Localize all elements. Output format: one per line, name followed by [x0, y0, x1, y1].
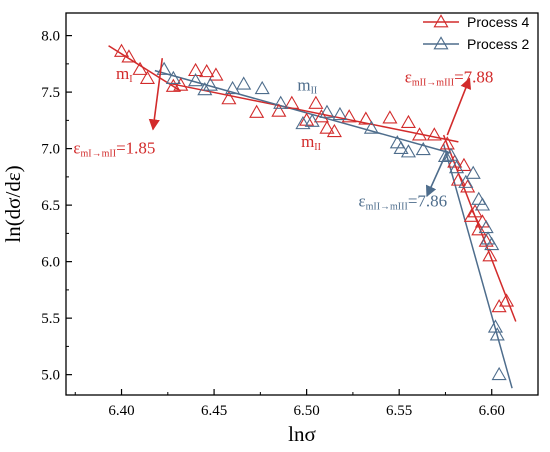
- data-point-process-4: [249, 104, 265, 118]
- data-point-process-4: [199, 63, 215, 78]
- y-tick-label: 6.0: [41, 255, 60, 271]
- x-tick-label: 6.60: [479, 403, 505, 419]
- y-tick-label: 5.0: [41, 368, 60, 384]
- data-point-process-4: [460, 179, 476, 193]
- data-point-process-2: [458, 174, 474, 188]
- data-point-process-2: [295, 115, 311, 130]
- fit-line-process-4-m-ii: [167, 82, 459, 143]
- x-tick-label: 6.50: [294, 403, 320, 419]
- annotation-eps_1: εmI→mII=1.85: [73, 139, 155, 160]
- data-point-process-2: [225, 80, 241, 95]
- data-point-process-4: [482, 248, 498, 262]
- annotation-mI: mI: [116, 64, 133, 85]
- data-point-process-4: [341, 109, 357, 123]
- x-tick-label: 6.40: [108, 403, 134, 419]
- data-point-process-4: [358, 111, 374, 125]
- data-point-process-2: [489, 327, 505, 341]
- data-point-process-4: [139, 70, 155, 84]
- data-point-process-2: [236, 76, 252, 90]
- data-point-process-2: [465, 165, 481, 179]
- data-point-process-2: [273, 95, 289, 109]
- data-point-process-2: [474, 197, 491, 211]
- plot-frame: [65, 12, 539, 396]
- data-point-process-2: [491, 366, 507, 381]
- fit-line-process-4-m-iii: [442, 134, 517, 322]
- data-point-process-2: [202, 77, 218, 91]
- data-point-process-4: [426, 127, 442, 141]
- data-point-process-4: [456, 157, 472, 171]
- y-tick-label: 7.5: [41, 85, 60, 101]
- data-point-process-4: [313, 109, 329, 123]
- data-point-process-2: [254, 80, 270, 95]
- data-point-process-4: [132, 61, 148, 75]
- data-point-process-2: [197, 82, 213, 96]
- data-point-process-4: [173, 77, 189, 91]
- y-axis-label: ln(dσ/dε): [1, 165, 25, 242]
- annotation-arrow: [446, 77, 472, 136]
- data-point-process-4: [498, 293, 515, 307]
- fit-lines: [108, 45, 517, 389]
- data-point-process-4: [439, 136, 455, 150]
- data-point-process-4: [271, 103, 287, 117]
- data-point-process-4: [319, 120, 335, 134]
- data-point-process-4: [308, 95, 324, 109]
- data-point-process-4: [411, 127, 428, 141]
- legend-label-process-2: Process 2: [467, 36, 529, 52]
- legend-marker-process-2: [433, 36, 449, 50]
- data-points: [113, 43, 515, 381]
- data-point-process-4: [113, 43, 130, 57]
- y-tick-label: 6.5: [41, 198, 60, 214]
- data-point-process-4: [382, 110, 398, 124]
- data-point-process-4: [463, 208, 479, 222]
- data-point-process-2: [443, 147, 459, 161]
- axes: 6.40 6.45 6.50 6.55 6.60 5.0 5.5 6.0 6.5 7.0 7.5 8.…: [1, 12, 539, 446]
- annotation-mII_blue: mII: [297, 75, 317, 96]
- data-point-process-2: [437, 148, 453, 162]
- data-point-process-4: [400, 114, 416, 129]
- annotation-mII_red: mII: [301, 132, 321, 153]
- data-point-process-2: [471, 191, 487, 205]
- annotation-arrow: [425, 150, 449, 198]
- data-point-process-4: [208, 67, 224, 81]
- annotations: mI mII mII εmI→mII=1.85 εmII→mIII=7.88 εmII→m…: [73, 64, 493, 212]
- data-point-process-2: [165, 70, 181, 84]
- data-point-process-4: [450, 172, 466, 186]
- y-tick-label: 7.0: [41, 142, 60, 158]
- x-tick-label: 6.55: [386, 403, 412, 419]
- data-point-process-2: [363, 120, 379, 134]
- data-point-process-2: [304, 113, 320, 127]
- annotation-arrow: [148, 58, 164, 131]
- data-point-process-2: [400, 144, 416, 158]
- data-point-process-2: [484, 236, 500, 251]
- data-point-process-2: [478, 219, 494, 234]
- data-point-process-2: [319, 104, 335, 118]
- data-point-process-4: [188, 62, 204, 77]
- data-point-process-2: [393, 140, 409, 155]
- y-tick-label: 5.5: [41, 311, 60, 327]
- data-point-process-2: [449, 160, 465, 174]
- legend-marker-process-4: [433, 14, 449, 28]
- data-point-process-2: [188, 73, 204, 87]
- annotation-eps_3: εmII→mIII=7.86: [358, 191, 447, 212]
- data-point-process-4: [467, 204, 483, 218]
- x-tick-label: 6.45: [201, 403, 227, 419]
- data-point-process-2: [415, 141, 431, 156]
- data-point-process-4: [121, 49, 137, 63]
- x-axis-label: lnσ: [288, 422, 316, 446]
- legend-label-process-4: Process 4: [467, 14, 529, 30]
- data-point-process-4: [284, 95, 300, 109]
- annotation-eps_2: εmII→mIII=7.88: [405, 68, 494, 89]
- data-point-process-4: [326, 123, 342, 138]
- data-point-process-4: [221, 91, 237, 105]
- arrows: [148, 58, 472, 198]
- y-tick-label: 8.0: [41, 29, 60, 45]
- data-point-process-2: [332, 106, 348, 121]
- legend: Process 4 Process 2: [423, 14, 529, 52]
